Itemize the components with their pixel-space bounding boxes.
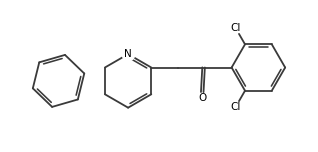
Text: Cl: Cl [230, 23, 240, 33]
Text: N: N [124, 49, 132, 59]
Text: Cl: Cl [230, 102, 240, 112]
Text: O: O [198, 93, 206, 103]
